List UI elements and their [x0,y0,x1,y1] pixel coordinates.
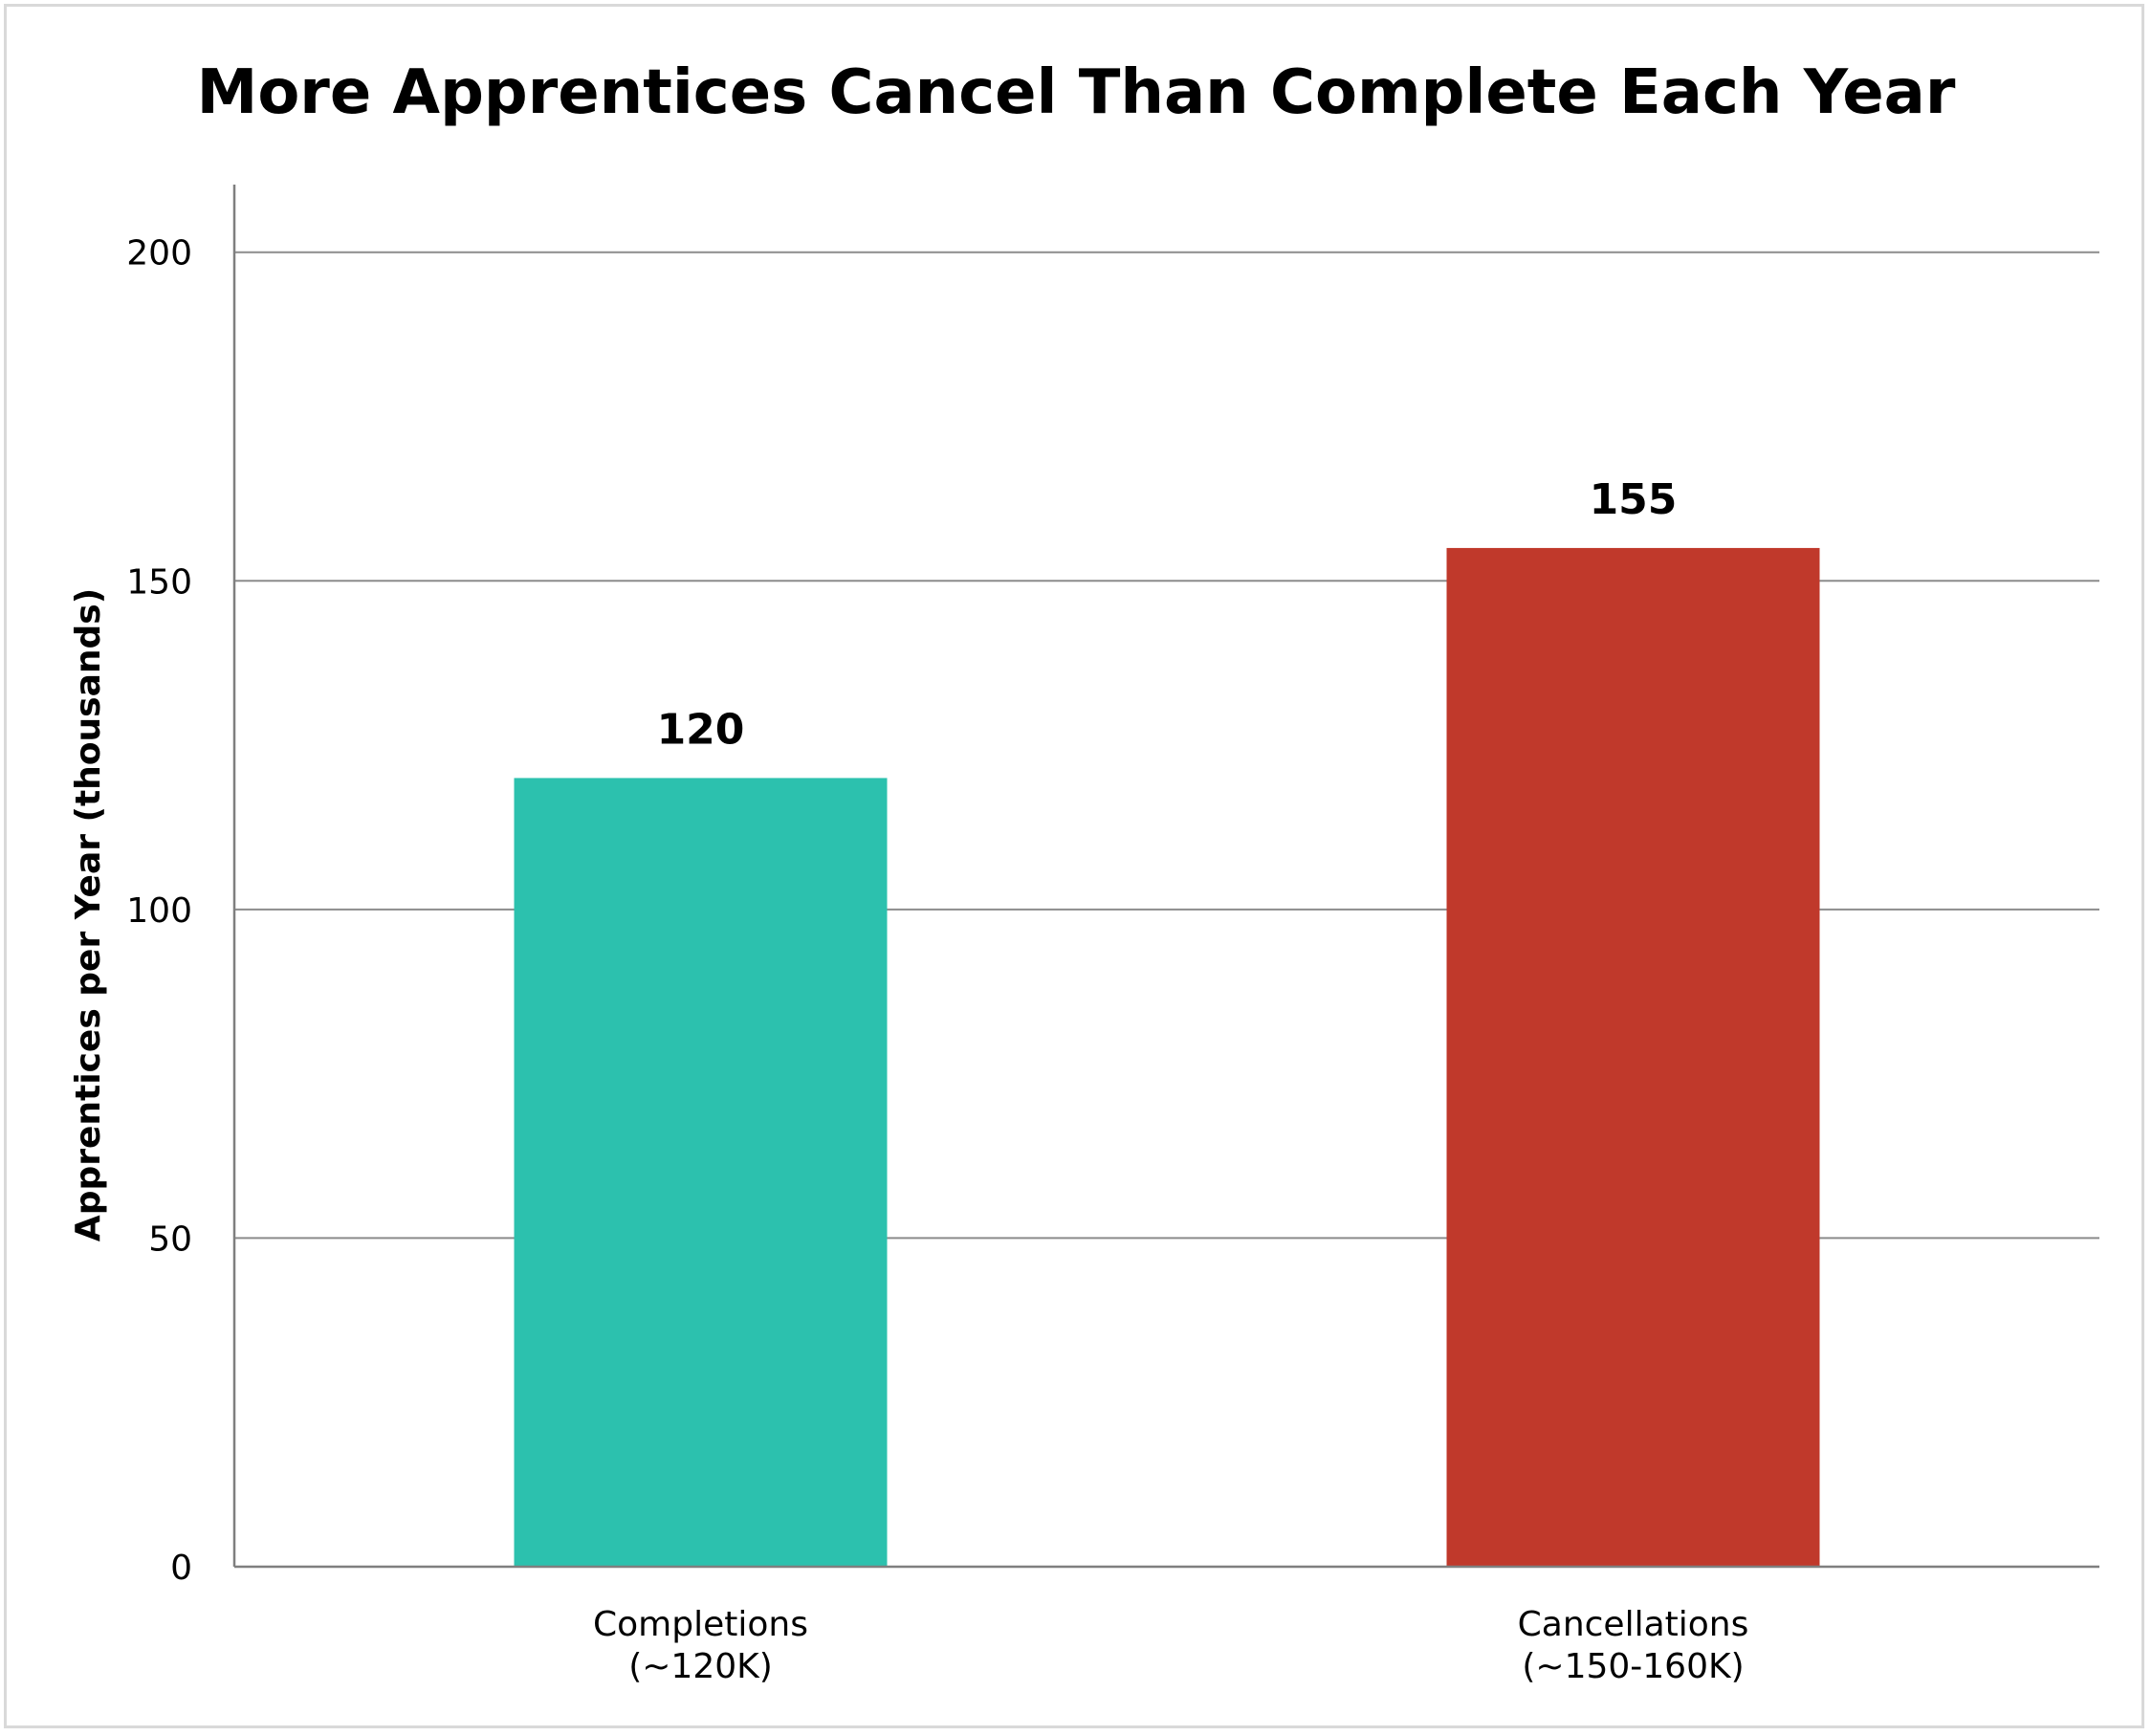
x-tick-labels: Completions(~120K) Cancellations(~150-160… [593,1605,1748,1686]
y-tick-label: 0 [170,1549,192,1588]
data-labels: 120 155 [657,475,1678,755]
data-label: 120 [657,705,745,754]
y-axis-label: Apprentices per Year (thousands) [69,588,108,1242]
y-tick-label: 150 [126,562,192,602]
chart-title: More Apprentices Cancel Than Complete Ea… [197,57,1956,128]
bars [514,547,1820,1567]
y-tick-labels: 0 50 100 150 200 [126,234,192,1588]
x-tick-label: Cancellations [1518,1605,1749,1644]
y-tick-label: 50 [148,1220,192,1259]
x-tick-label: (~120K) [628,1647,773,1686]
x-tick-label: Completions [593,1605,808,1644]
data-label: 155 [1590,475,1678,524]
y-tick-label: 100 [126,891,192,931]
axes [232,185,2099,1569]
x-tick-label: (~150-160K) [1522,1647,1744,1686]
bar [1446,547,1820,1567]
bar [514,778,888,1567]
y-tick-label: 200 [126,234,192,274]
